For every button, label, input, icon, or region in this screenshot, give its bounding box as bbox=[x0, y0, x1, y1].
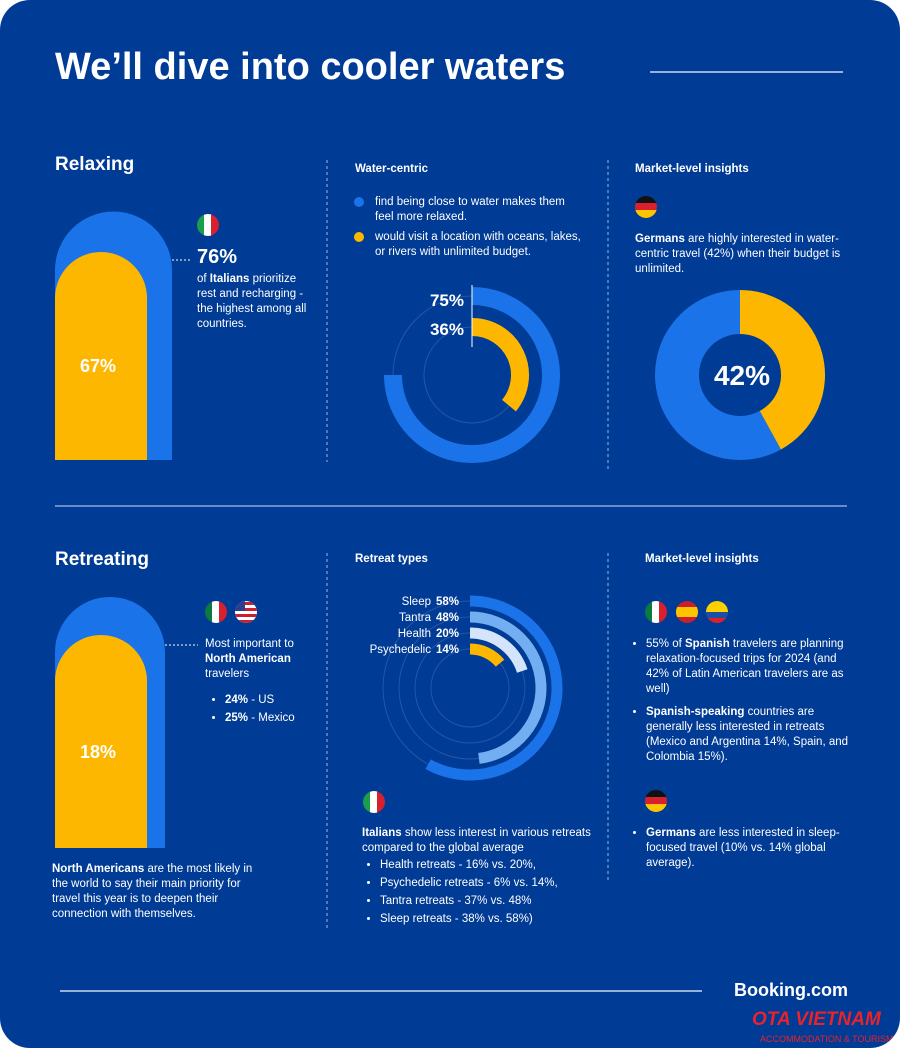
radial-bar bbox=[469, 611, 547, 764]
radial-bar bbox=[469, 627, 528, 673]
text: Italians show less interest in various r… bbox=[362, 826, 592, 930]
text: North Americans are the most likely in t… bbox=[52, 862, 267, 922]
text: of Italians prioritize rest and rechargi… bbox=[197, 272, 317, 332]
flag-colombia bbox=[706, 601, 728, 623]
text: Most important to bbox=[205, 638, 294, 650]
radial-bar bbox=[425, 595, 563, 781]
text: Spanish-speaking bbox=[646, 706, 745, 718]
text: are the most likely in the world to say … bbox=[52, 863, 253, 920]
subheading: Retreat types bbox=[355, 553, 428, 565]
flag-us bbox=[235, 601, 257, 623]
text: of bbox=[197, 273, 210, 285]
legend-text: would visit a location with oceans, lake… bbox=[375, 231, 581, 258]
text: Most important to North American travele… bbox=[205, 637, 320, 682]
category-label: Sleep bbox=[402, 596, 431, 608]
donut-rest bbox=[655, 290, 781, 460]
text: travelers bbox=[205, 668, 250, 680]
value-label: 75% bbox=[430, 291, 464, 310]
legend-dot bbox=[354, 232, 364, 242]
category-label: Tantra bbox=[399, 612, 432, 624]
list-item: 55% of Spanish travelers are planning re… bbox=[646, 637, 860, 697]
text: show less interest in various retreats c… bbox=[362, 827, 591, 854]
list: Germans are less interested in sleep-foc… bbox=[630, 826, 845, 874]
text: prioritize rest and recharging - the hig… bbox=[197, 273, 307, 330]
title: We’ll dive into cooler waters bbox=[55, 46, 566, 88]
value-label: 36% bbox=[430, 320, 464, 339]
text: 25% bbox=[225, 712, 249, 724]
list-item: Psychedelic retreats - 6% vs. 14%, bbox=[380, 876, 592, 891]
stat: 76% bbox=[197, 246, 238, 268]
category-label: Psychedelic bbox=[370, 644, 432, 656]
text: countries are generally less interested … bbox=[646, 706, 849, 763]
radial-bar bbox=[471, 318, 529, 412]
value-label: 58% bbox=[436, 596, 459, 608]
brand: Booking.com bbox=[734, 980, 849, 1000]
list: 24% - US 25% - Mexico bbox=[211, 693, 321, 729]
list-item: 25% - Mexico bbox=[225, 711, 321, 726]
subheading: Market-level insights bbox=[645, 553, 759, 565]
text: 24% bbox=[225, 694, 249, 706]
text: North Americans bbox=[52, 863, 145, 875]
text: - US bbox=[248, 694, 275, 706]
subheading: Market-level insights bbox=[635, 163, 749, 175]
flag-mexico bbox=[645, 601, 667, 623]
value-label: 20% bbox=[436, 628, 459, 640]
list: 55% of Spanish travelers are planning re… bbox=[630, 637, 860, 768]
text: Italians bbox=[209, 273, 250, 285]
list-item: Spanish-speaking countries are generally… bbox=[646, 705, 860, 765]
heading: Retreating bbox=[55, 549, 149, 570]
pill bbox=[55, 635, 147, 848]
flag-germany bbox=[645, 790, 667, 812]
legend-dot bbox=[354, 197, 364, 207]
text: Germans bbox=[635, 233, 685, 245]
flag-italy bbox=[363, 791, 385, 813]
text: travelers are planning relaxation-focuse… bbox=[646, 638, 844, 695]
text: North American bbox=[205, 653, 291, 665]
watermark: OTA VIETNAM bbox=[752, 1009, 881, 1030]
text: Germans are highly interested in water-c… bbox=[635, 232, 850, 277]
flag-germany bbox=[635, 196, 657, 218]
text: Spanish bbox=[685, 638, 730, 650]
value-label: 14% bbox=[436, 644, 459, 656]
list-item: Sleep retreats - 38% vs. 58%) bbox=[380, 912, 592, 927]
list-item: Germans are less interested in sleep-foc… bbox=[646, 826, 845, 871]
text: Germans bbox=[646, 827, 696, 839]
text: Italians bbox=[362, 827, 402, 839]
list-item: Health retreats - 16% vs. 20%, bbox=[380, 858, 592, 873]
flag-italy bbox=[197, 214, 219, 236]
stat: 67% bbox=[80, 356, 117, 376]
text: - Mexico bbox=[248, 712, 295, 724]
stat: 18% bbox=[80, 742, 117, 762]
category-label: Health bbox=[398, 628, 431, 640]
text: are highly interested in water-centric t… bbox=[635, 233, 841, 275]
list-item: 24% - US bbox=[225, 693, 321, 708]
value-label: 42% bbox=[714, 360, 770, 391]
legend-text: find being close to water makes them fee… bbox=[375, 196, 565, 223]
text: 55% of bbox=[646, 638, 685, 650]
donut-slice bbox=[739, 290, 825, 450]
flag-mexico bbox=[205, 601, 227, 623]
list-item: Tantra retreats - 37% vs. 48% bbox=[380, 894, 592, 909]
value-label: 48% bbox=[436, 612, 459, 624]
radial-bar bbox=[469, 643, 505, 667]
text: are less interested in sleep-focused tra… bbox=[646, 827, 840, 869]
radial-bar bbox=[384, 287, 560, 463]
flag-spain bbox=[676, 601, 698, 623]
watermark-sub: ACCOMMODATION & TOURISM bbox=[760, 1034, 894, 1044]
heading: Relaxing bbox=[55, 154, 135, 175]
subheading: Water-centric bbox=[355, 163, 429, 175]
pill bbox=[55, 252, 147, 460]
